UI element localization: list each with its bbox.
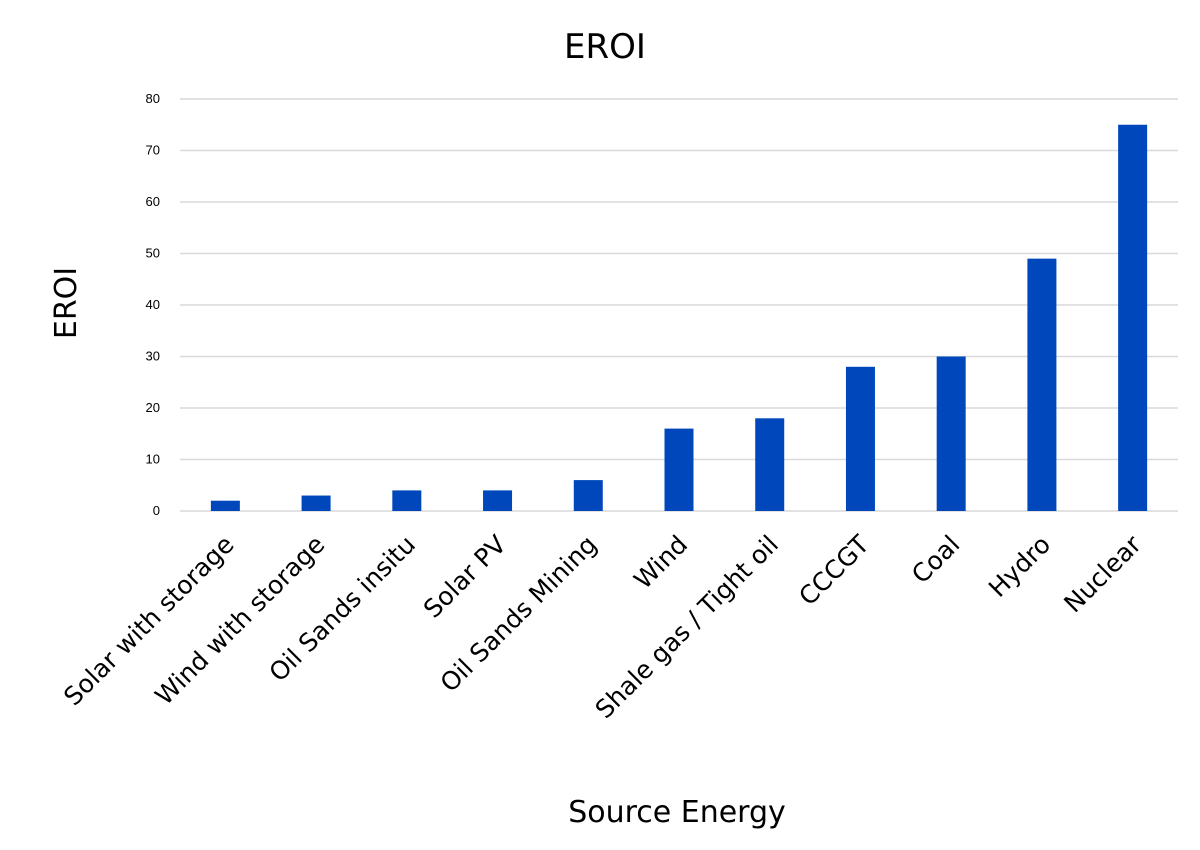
bar [483, 490, 513, 511]
x-tick-label: CCCGT [793, 529, 875, 611]
y-tick-label: 30 [146, 349, 160, 364]
x-tick-label: Wind [628, 530, 693, 595]
bars [210, 124, 1148, 511]
y-tick-label: 80 [146, 91, 160, 106]
x-tick-label: Coal [906, 530, 965, 589]
chart-title: EROI [564, 27, 646, 67]
y-tick-label: 0 [153, 503, 160, 518]
y-axis-label: EROI [49, 267, 84, 339]
bar [1027, 258, 1057, 511]
x-tick-label: Nuclear [1058, 529, 1147, 618]
bar [664, 428, 694, 511]
bar [755, 418, 785, 511]
y-axis-ticks: 0 10 20 30 40 50 60 70 80 [146, 91, 160, 518]
x-tick-label: Hydro [983, 530, 1056, 603]
bar [573, 480, 603, 511]
x-tick-label: Shale gas / Tight oil [590, 530, 784, 724]
bar [301, 495, 331, 511]
x-tick-label: Solar with storage [58, 530, 239, 711]
y-tick-label: 60 [146, 194, 160, 209]
gridlines [180, 98, 1178, 512]
x-tick-label: Wind with storage [150, 530, 331, 711]
y-tick-label: 20 [146, 400, 160, 415]
bar [936, 356, 966, 511]
y-tick-label: 10 [146, 452, 160, 467]
bar [1118, 124, 1148, 511]
bar [392, 490, 422, 511]
y-tick-label: 50 [146, 246, 160, 261]
bar [845, 366, 875, 511]
y-tick-label: 40 [146, 297, 160, 312]
x-axis-label: Source Energy [568, 795, 786, 830]
x-tick-label: Oil Sands Mining [435, 530, 603, 698]
bar [210, 500, 240, 511]
x-tick-label: Solar PV [418, 530, 512, 624]
y-tick-label: 70 [146, 143, 160, 158]
